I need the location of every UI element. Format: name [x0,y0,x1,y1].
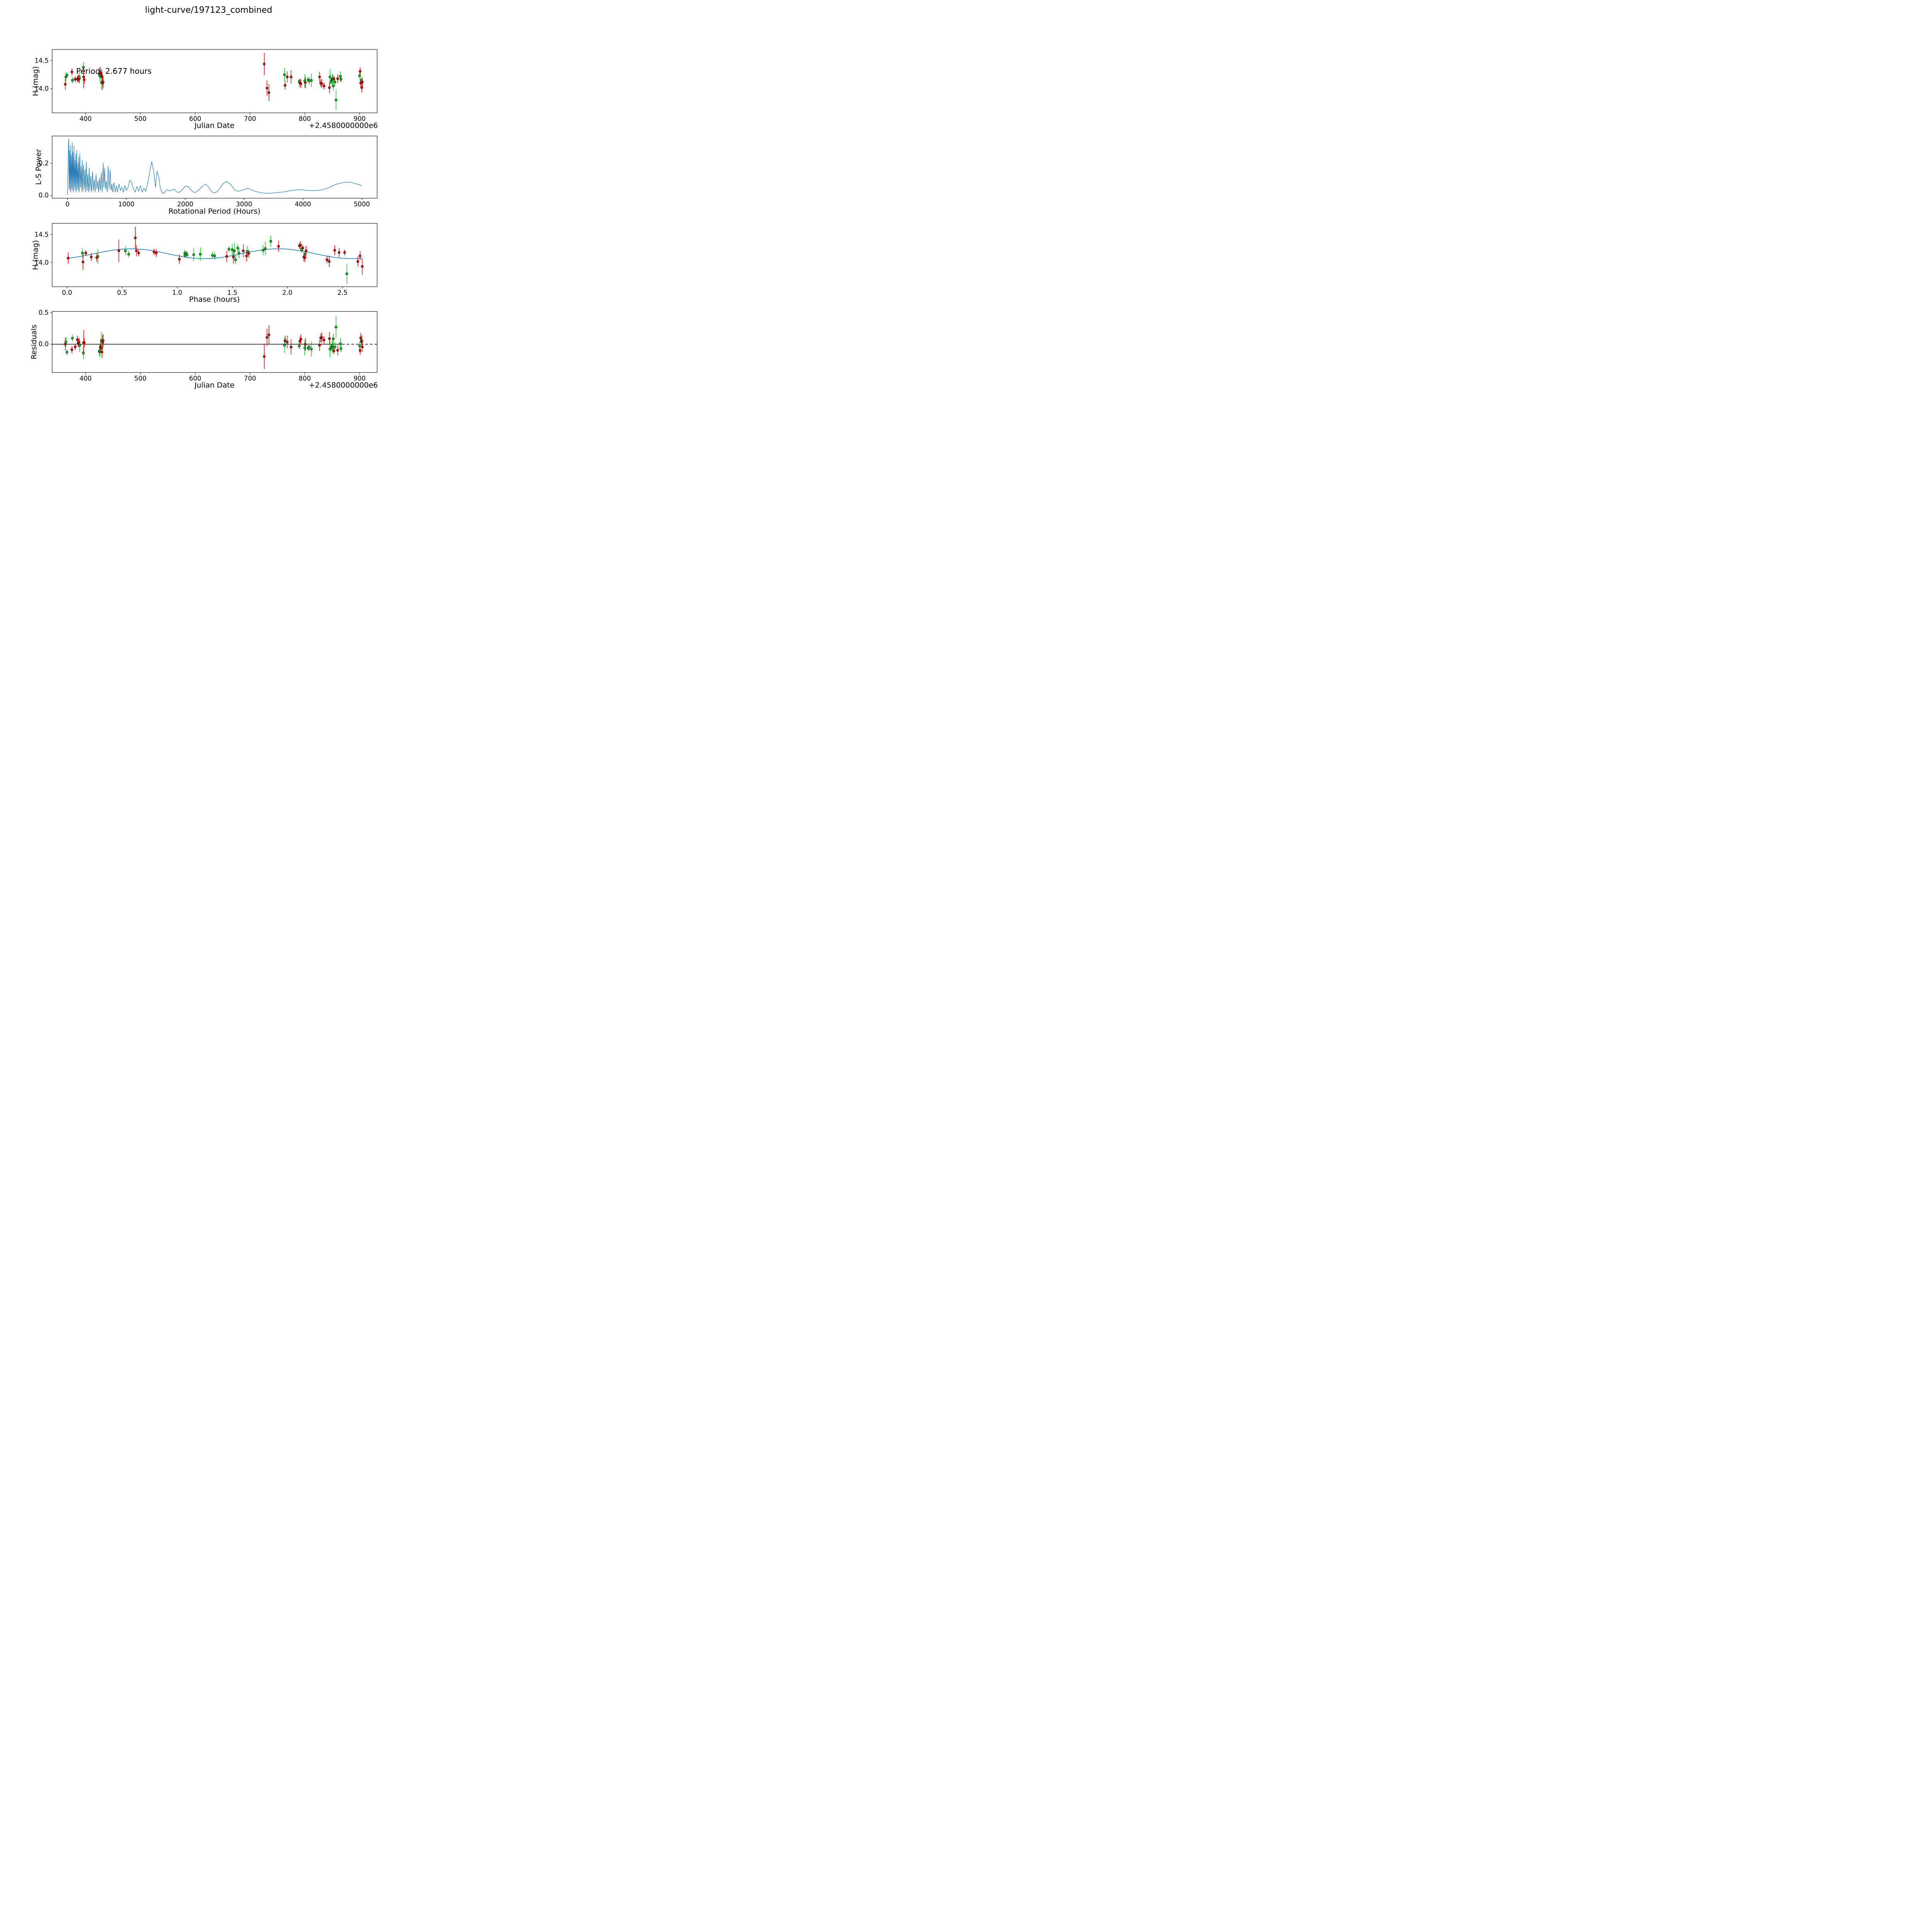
period-annotation: Period: 2.677 hours [76,66,152,76]
periodogram-x-axis-label: Rotational Period (Hours) [168,207,261,216]
svg-text:800: 800 [299,375,311,382]
jd-mag-axis-offset: +2.4580000000e6 [309,121,378,130]
phase-mag-x-axis-label: Phase (hours) [189,295,240,304]
svg-text:2000: 2000 [177,201,193,208]
svg-text:0.0: 0.0 [62,289,72,296]
svg-text:700: 700 [244,115,256,122]
svg-text:400: 400 [80,375,92,382]
svg-text:3000: 3000 [236,201,252,208]
svg-text:2.0: 2.0 [282,289,293,296]
residuals-axis-offset: +2.4580000000e6 [309,381,378,389]
svg-text:600: 600 [189,115,201,122]
figure-title: light-curve/197123_combined [145,5,272,15]
svg-text:14.0: 14.0 [34,85,49,92]
svg-text:4000: 4000 [295,201,311,208]
chart-ls_periodogram: 0 1000 2000 3000 4000 5000 0.0 0.2 [39,136,378,208]
svg-text:1.0: 1.0 [172,289,182,296]
residuals-y-axis-label: Residuals [30,324,38,360]
svg-text:1.5: 1.5 [227,289,237,296]
svg-text:0: 0 [65,201,70,208]
svg-text:0.0: 0.0 [39,192,49,199]
svg-text:14.0: 14.0 [34,259,49,266]
svg-text:0.0: 0.0 [39,340,49,348]
svg-text:700: 700 [244,375,256,382]
svg-text:800: 800 [299,115,311,122]
svg-text:900: 900 [354,115,366,122]
svg-text:0.5: 0.5 [39,309,49,316]
periodogram-y-axis-label: L-S Power [34,149,43,185]
svg-text:14.5: 14.5 [34,231,49,238]
svg-text:500: 500 [134,375,147,382]
residuals-x-axis-label: Julian Date [194,381,235,389]
svg-text:500: 500 [134,115,147,122]
svg-text:5000: 5000 [354,201,370,208]
phase-mag-y-axis-label: H (mag) [31,240,40,270]
svg-text:1000: 1000 [118,201,134,208]
svg-text:0.5: 0.5 [117,289,127,296]
chart-phase_magnitude: 0.0 0.5 1.0 1.5 2.0 2.5 14.0 14.5 [34,223,378,296]
chart-residuals: 400 500 600 700 800 900 0.0 0.5 [39,309,378,382]
svg-text:400: 400 [80,115,92,122]
chart-jd_magnitude: 400 500 600 700 800 900 14.0 14.5 [34,49,378,122]
figure: light-curve/197123_combined 400 500 600 700… [0,0,417,417]
svg-text:0.2: 0.2 [39,160,49,167]
svg-text:600: 600 [189,375,201,382]
jd-mag-y-axis-label: H (mag) [31,66,40,96]
svg-text:14.5: 14.5 [34,57,49,64]
svg-text:900: 900 [354,375,366,382]
svg-text:2.5: 2.5 [337,289,347,296]
jd-mag-x-axis-label: Julian Date [194,121,235,130]
